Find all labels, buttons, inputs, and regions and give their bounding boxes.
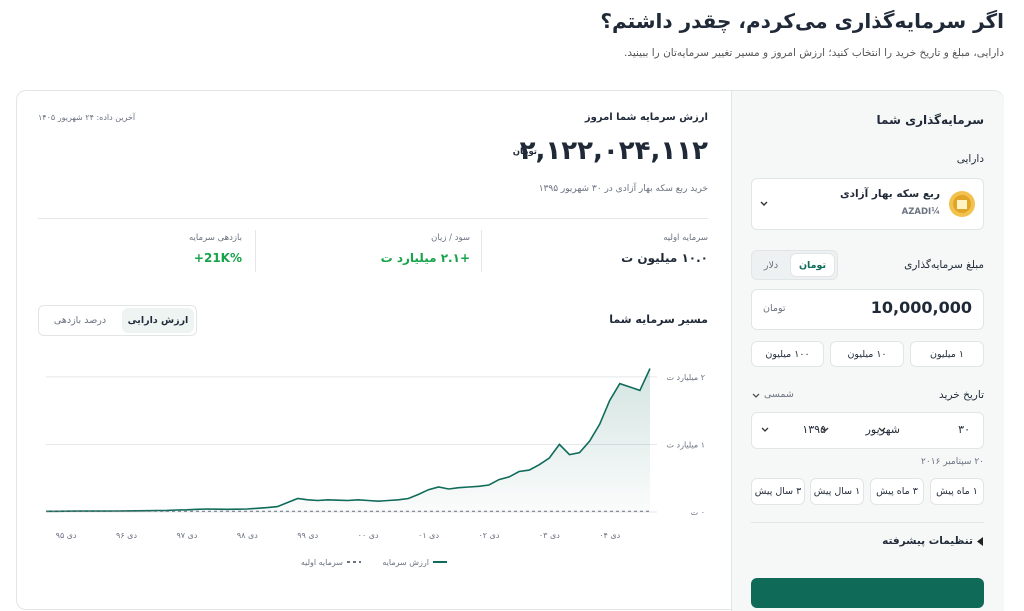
chart-tab[interactable]: درصد بازدهی [53,315,107,326]
amount-unit: تومان [763,303,786,314]
chart-tabs [38,305,197,336]
form-title: سرمایه‌گذاری شما [876,113,984,127]
date-year: ۱۳۹۵ [802,423,826,436]
quick-amount[interactable]: ۱۰ میلیون [830,341,904,367]
date-chevrons [761,427,886,432]
last-update: آخرین داده: ۲۴ شهریور ۱۴۰۵ [38,113,136,122]
quick-amount[interactable]: ۱۰۰ میلیون [751,341,824,367]
stat-label: سرمایه اولیه [663,233,708,243]
amount-input[interactable] [751,289,984,330]
date-day: ۳۰ [958,423,970,436]
date-label: تاریخ خرید [939,389,984,401]
amount-value: 10,000,000 [870,298,972,317]
currency-tab[interactable]: دلار [763,259,779,271]
page-title: اگر سرمایه‌گذاری می‌کردم، چقدر داشتم؟ [600,9,1004,33]
divider [255,230,256,272]
quick-date[interactable]: ۱ ماه پیش [930,478,984,505]
amount-label: مبلغ سرمایه‌گذاری [904,259,984,271]
stat-label: بازدهی سرمایه [189,233,242,243]
chart-title: مسیر سرمایه شما [609,313,708,326]
advanced-settings[interactable]: تنظیمات پیشرفته [882,535,973,547]
stat-label: سود / زیان [431,233,470,243]
stat-value: +21K% [193,251,242,265]
asset-label: دارایی [956,153,984,165]
divider [38,218,708,219]
page-subtitle: دارایی، مبلغ و تاریخ خرید را انتخاب کنید… [623,47,1004,59]
asset-icon [949,191,975,217]
stat-value: ۱۰.۰ میلیون ت [621,251,708,265]
chart-tab[interactable]: ارزش دارایی [122,308,194,333]
page: اگر سرمایه‌گذاری می‌کردم، چقدر داشتم؟ دا… [16,9,1004,611]
asset-code: AZADI¼ [901,207,940,217]
result-unit: تومان [512,147,537,157]
asset-select[interactable] [751,178,984,230]
divider [751,522,984,523]
result-description: خرید ربع سکه بهار آزادی در ۳۰ شهریور ۱۳۹… [538,184,708,194]
currency-tab[interactable]: تومان [790,253,835,277]
calendar-select[interactable]: شمسی [764,389,794,400]
stat-value: +۲.۱ میلیارد ت [380,251,470,265]
quick-date[interactable]: ۳ ماه پیش [870,478,924,505]
quick-date[interactable]: ۳ سال پیش [751,478,805,505]
asset-name: ربع سکه بهار آزادی [839,188,940,200]
result-label: ارزش سرمایه شما امروز [584,112,708,123]
date-select[interactable] [751,412,984,449]
quick-date[interactable]: ۱ سال پیش [810,478,864,505]
gregorian-date: ۲۰ سپتامبر ۲۰۱۶ [921,457,984,467]
divider [481,230,482,272]
submit-button[interactable] [751,578,984,608]
result-value: ۲,۱۲۲,۰۲۴,۱۱۲ [519,136,708,166]
chevron [760,201,768,206]
expand-arrow [977,537,983,546]
quick-amount[interactable]: ۱ میلیون [910,341,984,367]
chevron [752,393,760,398]
